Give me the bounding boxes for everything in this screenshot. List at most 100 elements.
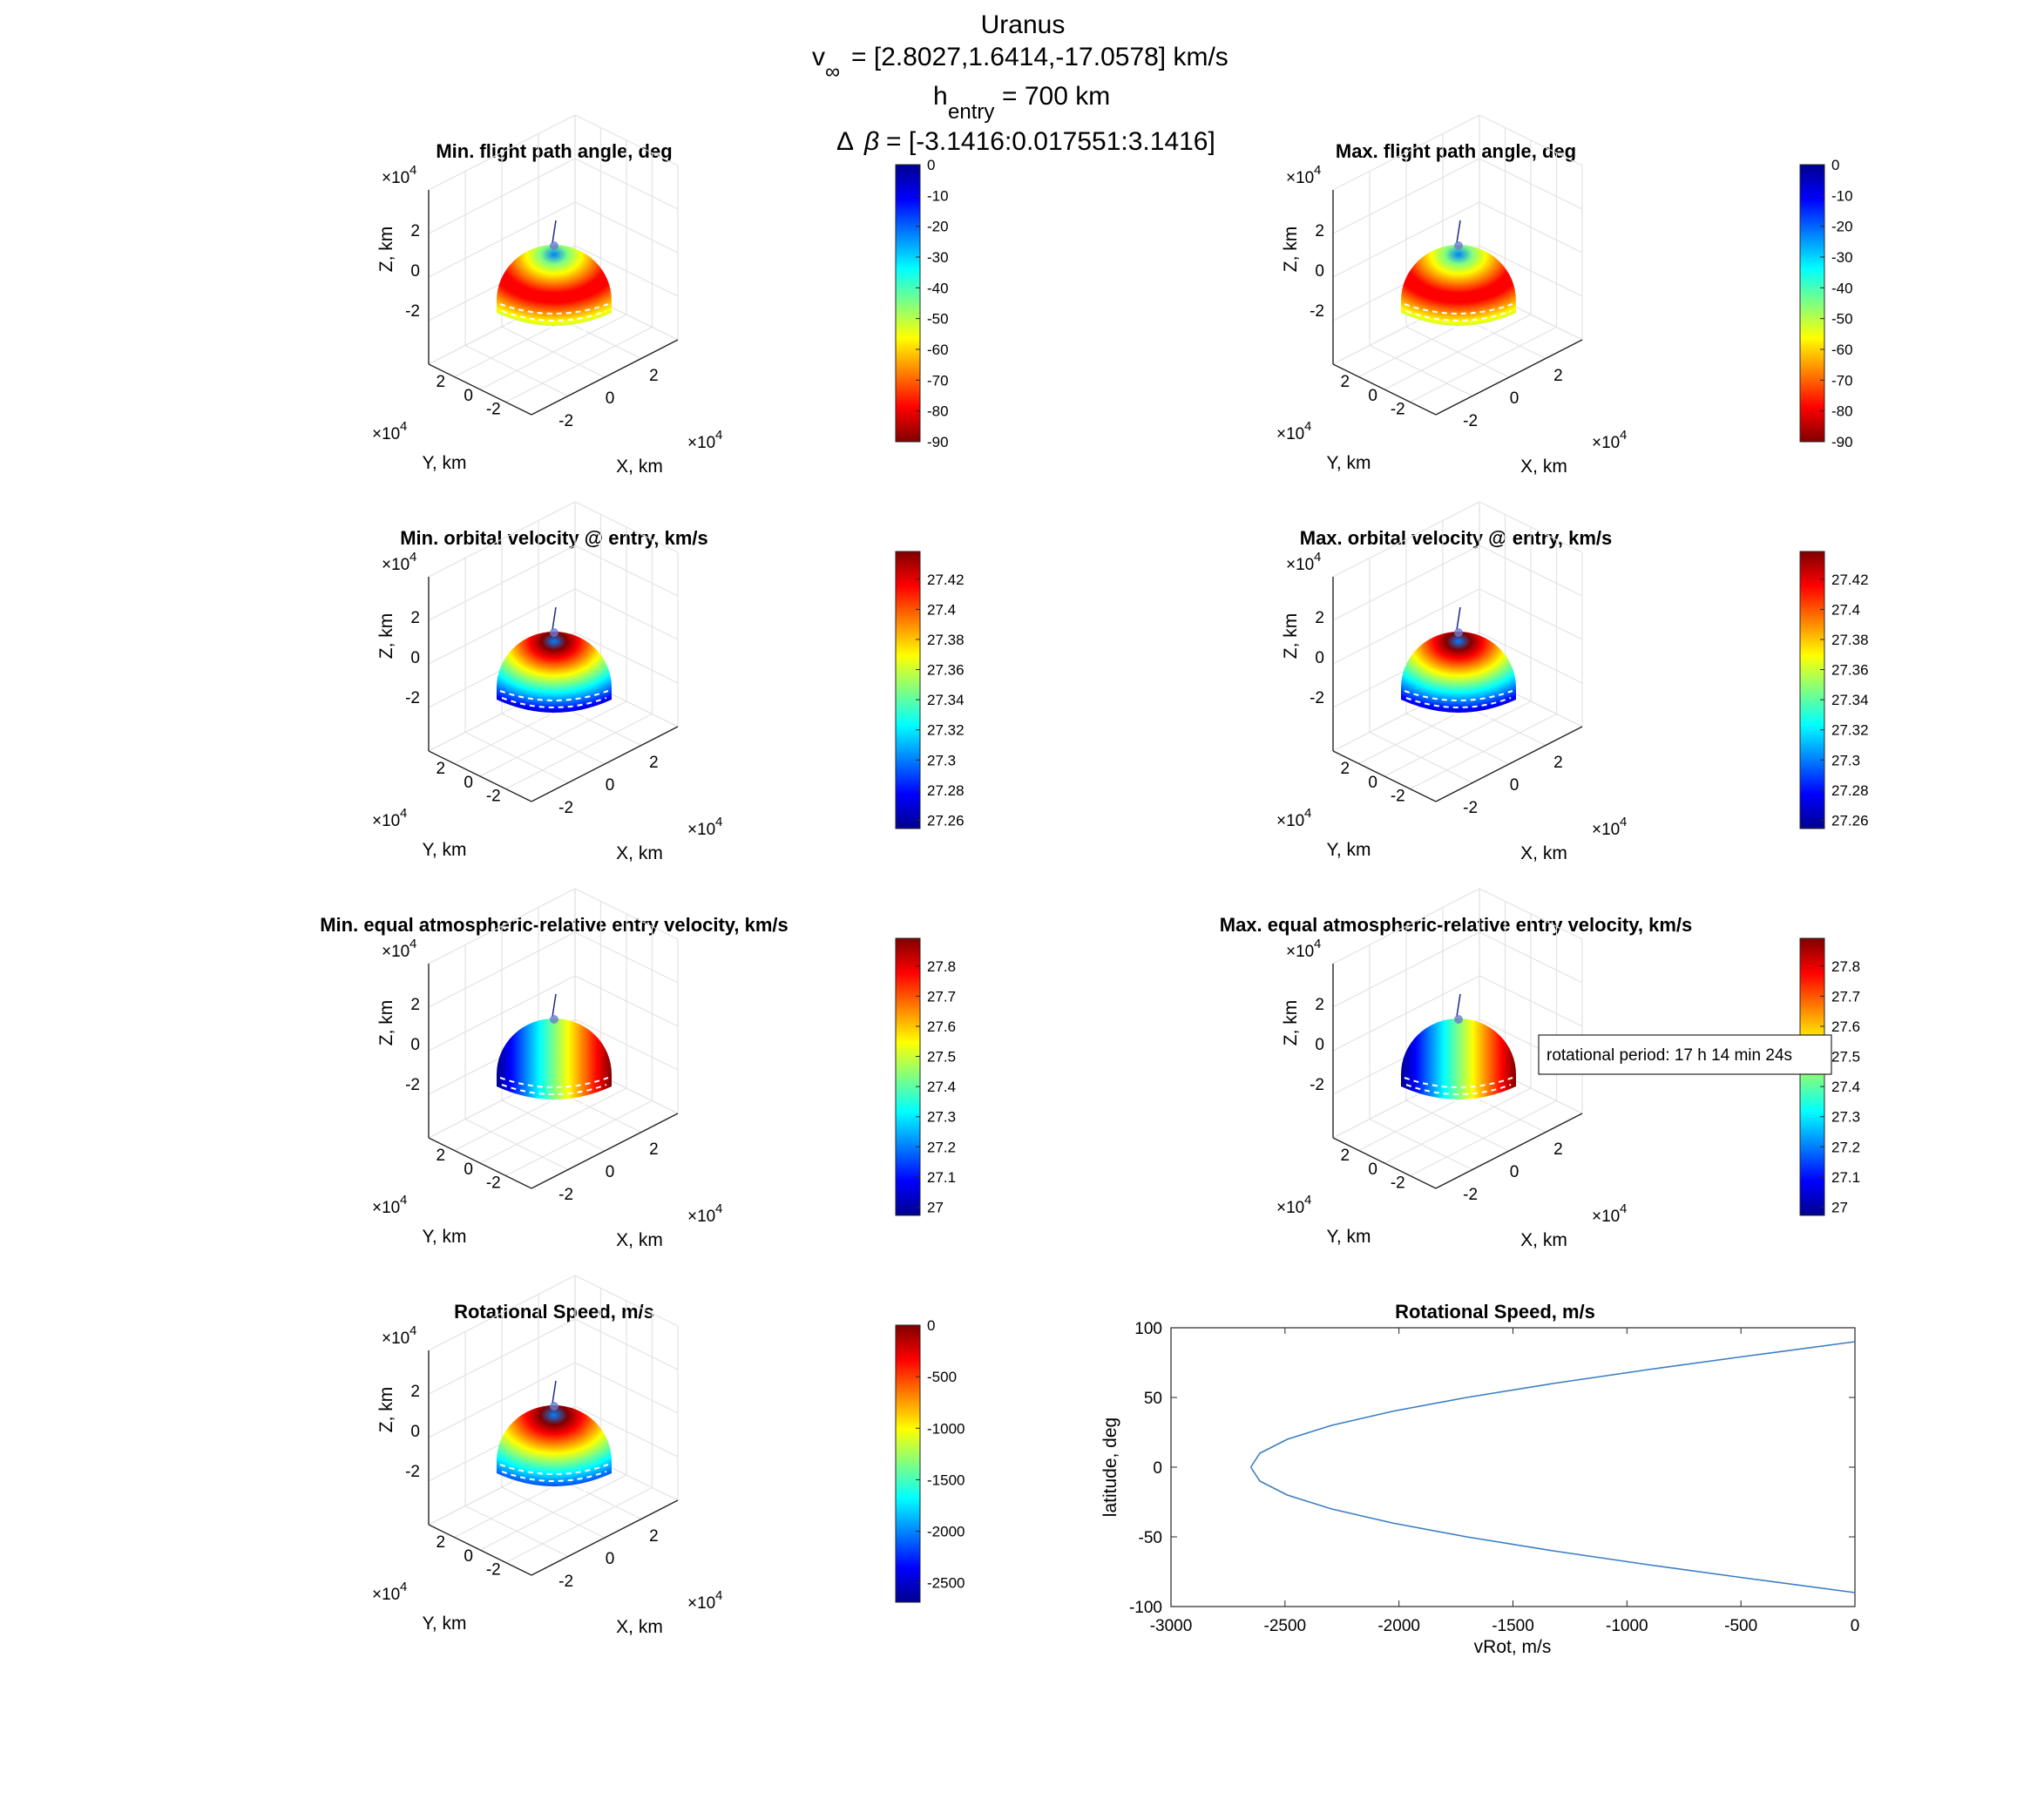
wall-grid-line bbox=[428, 114, 576, 191]
floor-grid-line bbox=[1405, 713, 1510, 765]
colorbar-tick-label: 27.32 bbox=[927, 722, 964, 739]
colorbar-tick-label: -40 bbox=[927, 280, 949, 296]
colorbar-tick-label: 27.42 bbox=[1831, 572, 1869, 588]
colorbar-tick-label: 27.34 bbox=[1831, 692, 1869, 708]
z-tick-label: 2 bbox=[410, 609, 420, 627]
y-tick-label: -50 bbox=[1139, 1529, 1162, 1547]
colorbar-tick-label: 27.36 bbox=[927, 662, 964, 679]
y-tick-label: 2 bbox=[1340, 373, 1350, 391]
hemisphere-surface bbox=[1401, 1018, 1516, 1099]
y-tick-label: 0 bbox=[464, 774, 473, 792]
colorbar-tick-label: 27.4 bbox=[927, 601, 956, 618]
x-axis-label: X, km bbox=[1520, 843, 1567, 863]
wall-grid-line bbox=[1479, 931, 1583, 984]
pole-vector bbox=[1456, 993, 1461, 1018]
colorbar bbox=[895, 1324, 921, 1603]
z-axis-label: Z, km bbox=[376, 613, 396, 660]
hemisphere-surface bbox=[497, 632, 612, 713]
pole-marker bbox=[1454, 1015, 1463, 1024]
colorbar bbox=[1799, 937, 1825, 1216]
annotation-text: rotational period: 17 h 14 min 24s bbox=[1547, 1046, 1792, 1065]
wall-grid-line bbox=[1332, 931, 1480, 1008]
colorbar-tick-label: 0 bbox=[927, 1317, 935, 1334]
wall-grid-line bbox=[428, 1275, 576, 1351]
z-axis-label: Z, km bbox=[376, 227, 396, 273]
surface-gap bbox=[503, 1478, 606, 1489]
axes-box bbox=[1332, 888, 1583, 1189]
panel-title: Min. orbital velocity @ entry, km/s bbox=[400, 527, 708, 549]
colorbar-tick-label: -10 bbox=[927, 187, 949, 204]
vinf-subscript: ∞ bbox=[825, 60, 840, 84]
dbeta-symbol: Δ bbox=[836, 127, 854, 156]
pole-vector bbox=[552, 220, 557, 244]
colorbar-tick-label: 27.1 bbox=[1831, 1169, 1860, 1186]
y-exponent-power: 4 bbox=[400, 1193, 407, 1208]
wall-grid-line bbox=[574, 888, 679, 940]
y-tick-label: -2 bbox=[1391, 788, 1405, 806]
colorbar-tick-label: 27.36 bbox=[1831, 662, 1869, 679]
line-chart-title: Rotational Speed, m/s bbox=[1395, 1301, 1595, 1323]
x-tick-label: -2500 bbox=[1264, 1617, 1307, 1635]
wall-grid-line bbox=[1479, 888, 1583, 940]
panel-title: Min. flight path angle, deg bbox=[436, 140, 672, 162]
colorbar-tick-label: 0 bbox=[1831, 157, 1839, 173]
line-chart-xlabel: vRot, m/s bbox=[1474, 1637, 1552, 1657]
surface-gap bbox=[499, 1464, 609, 1475]
colorbar-tick-label: 27 bbox=[1831, 1199, 1848, 1215]
wall-grid-line bbox=[428, 158, 576, 234]
pole-vector bbox=[552, 993, 557, 1018]
z-exponent-power: 4 bbox=[409, 1323, 416, 1338]
y-axis-line bbox=[1332, 750, 1437, 802]
pole-marker bbox=[1454, 628, 1463, 637]
z-axis-label: Z, km bbox=[1281, 227, 1301, 273]
colorbar-tick-label: 27.34 bbox=[927, 692, 964, 708]
z-tick-label: 0 bbox=[410, 649, 420, 667]
x-tick-label: -2000 bbox=[1377, 1617, 1420, 1635]
z-tick-label: -2 bbox=[405, 689, 420, 707]
y-axis-label: Y, km bbox=[423, 1614, 467, 1634]
z-exponent: ×10 bbox=[1286, 169, 1314, 187]
x-tick-label: 0 bbox=[1851, 1617, 1860, 1635]
x-tick-label: 2 bbox=[649, 1140, 659, 1159]
y-tick-label: 2 bbox=[1340, 760, 1350, 778]
colorbar bbox=[895, 164, 921, 443]
surface-gap bbox=[504, 1098, 604, 1109]
colorbar-tick-label: -10 bbox=[1831, 187, 1853, 204]
wall-grid-line bbox=[574, 158, 679, 210]
planet-name: Uranus bbox=[981, 10, 1066, 39]
surface-gap bbox=[1407, 317, 1510, 328]
colorbar-tick-label: -50 bbox=[1831, 311, 1853, 328]
colorbar-tick-label: 0 bbox=[927, 157, 935, 173]
z-tick-label: -2 bbox=[1310, 689, 1324, 707]
colorbar-tick-label: -40 bbox=[1831, 280, 1853, 296]
y-exponent-power: 4 bbox=[400, 806, 407, 821]
x-tick-label: 0 bbox=[606, 389, 615, 408]
x-tick-label: 0 bbox=[1510, 1163, 1519, 1181]
pole-vector bbox=[552, 1380, 557, 1404]
z-exponent: ×10 bbox=[382, 556, 409, 574]
x-tick-label: -2 bbox=[558, 799, 573, 817]
beta-symbol: β bbox=[863, 127, 879, 156]
x-axis-line bbox=[1435, 339, 1583, 416]
colorbar-tick-label: 27.3 bbox=[927, 752, 956, 768]
x-tick-label: -500 bbox=[1724, 1617, 1757, 1635]
x-tick-label: -2 bbox=[558, 1186, 573, 1204]
z-exponent: ×10 bbox=[382, 169, 409, 187]
y-axis-label: Y, km bbox=[1327, 1227, 1371, 1247]
line-chart-series bbox=[1249, 1341, 1856, 1593]
series-line-1 bbox=[1249, 1341, 1856, 1468]
x-tick-label: -2 bbox=[558, 412, 573, 430]
wall-grid-line bbox=[1332, 888, 1480, 964]
x-tick-label: 0 bbox=[606, 1163, 615, 1181]
y-axis-line bbox=[428, 363, 532, 416]
x-exponent-power: 4 bbox=[1620, 815, 1627, 829]
wall-grid-line bbox=[574, 114, 679, 166]
x-tick-label: 2 bbox=[1553, 367, 1563, 385]
z-tick-label: 2 bbox=[1315, 996, 1324, 1014]
surface-gap bbox=[499, 303, 609, 315]
colorbar-tick-label: 27.3 bbox=[1831, 752, 1860, 768]
hemisphere-surface bbox=[497, 245, 612, 326]
colorbar-tick-label: 27.5 bbox=[927, 1049, 956, 1066]
pole-marker bbox=[550, 241, 558, 250]
